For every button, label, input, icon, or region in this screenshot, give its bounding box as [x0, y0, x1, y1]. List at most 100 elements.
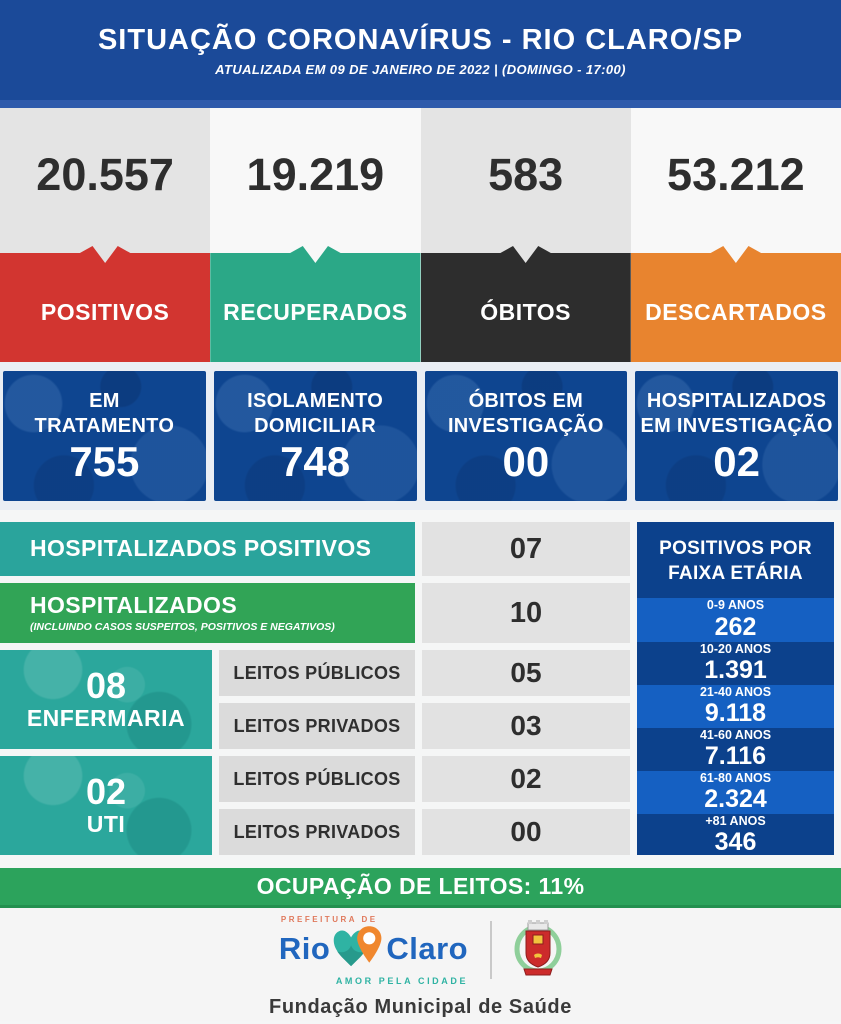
hospitalizados-positivos-row: HOSPITALIZADOS POSITIVOS 07 — [0, 522, 630, 576]
box-label-line: ISOLAMENTO — [247, 390, 384, 412]
age-value: 1.391 — [704, 655, 767, 684]
uti-privados-label: LEITOS PRIVADOS — [219, 809, 415, 855]
tagline-text: AMOR PELA CIDADE — [335, 975, 469, 986]
row-label: HOSPITALIZADOS — [30, 592, 238, 619]
enfermaria-privados-value: 03 — [422, 703, 630, 749]
bed-occupancy-label: OCUPAÇÃO DE LEITOS: 11% — [256, 873, 585, 899]
enfermaria-privados-label: LEITOS PRIVADOS — [219, 703, 415, 749]
treatment-boxes: EM TRATAMENTO 755 ISOLAMENTO DOMICILIAR … — [0, 362, 841, 510]
obitos-band: ÓBITOS — [420, 246, 631, 362]
summary-stats: 20.557 POSITIVOS 19.219 RECUPERADOS 583 … — [0, 108, 841, 362]
rioclaro-logo: PREFEITURA DE Rio Claro AMOR PELA CIDADE — [279, 915, 562, 986]
age-row-10-20: 10-20 ANOS 1.391 — [637, 642, 834, 685]
recuperados-value: 19.219 — [246, 148, 385, 200]
box-label-line: HOSPITALIZADOS — [646, 390, 827, 412]
age-value: 262 — [714, 612, 757, 641]
header-divider — [0, 100, 841, 108]
age-label: 41-60 ANOS — [699, 727, 772, 742]
hospital-section: HOSPITALIZADOS POSITIVOS 07 HOSPITALIZAD… — [0, 510, 841, 858]
stat-value-area: 19.219 — [210, 108, 420, 241]
box-isolamento-domiciliar: ISOLAMENTO DOMICILIAR 748 — [213, 371, 417, 501]
header: SITUAÇÃO CORONAVÍRUS - RIO CLARO/SP ATUA… — [0, 0, 841, 100]
hospitalizados-total-row: HOSPITALIZADOS (INCLUINDO CASOS SUSPEITO… — [0, 583, 630, 643]
prefeitura-de-text: PREFEITURA DE — [280, 914, 378, 924]
hospital-details: HOSPITALIZADOS POSITIVOS 07 HOSPITALIZAD… — [0, 522, 630, 858]
enfermaria-block: 08 ENFERMARIA — [0, 650, 212, 749]
stat-value-area: 20.557 — [0, 108, 210, 241]
positivos-band: POSITIVOS — [0, 246, 211, 362]
box-obitos-investigacao: ÓBITOS EM INVESTIGAÇÃO 00 — [424, 371, 628, 501]
rio-text: Rio — [278, 931, 331, 966]
age-panel-title-line1: POSITIVOS POR — [659, 538, 812, 559]
hospitalizados-positivos-value: 07 — [422, 522, 630, 576]
uti-count: 02 — [85, 771, 127, 813]
hospitalizados-positivos-bar: HOSPITALIZADOS POSITIVOS — [0, 522, 415, 576]
age-value: 9.118 — [704, 699, 767, 727]
descartados-band: DESCARTADOS — [630, 246, 841, 362]
age-label: 10-20 ANOS — [699, 641, 772, 656]
positivos-value: 20.557 — [36, 148, 174, 200]
logo-divider — [490, 921, 493, 979]
age-row-61-80: 61-80 ANOS 2.324 — [637, 770, 834, 814]
age-panel-title-line2: FAIXA ETÁRIA — [668, 562, 803, 584]
age-distribution-panel: POSITIVOS POR FAIXA ETÁRIA 0-9 ANOS 262 … — [637, 522, 834, 857]
update-timestamp: ATUALIZADA EM 09 DE JANEIRO DE 2022 | (D… — [215, 61, 626, 77]
age-panel-title: POSITIVOS POR FAIXA ETÁRIA — [637, 522, 834, 598]
age-value: 7.116 — [704, 742, 767, 771]
heart-pin-icon — [332, 924, 384, 975]
uti-publicos-value: 02 — [422, 756, 630, 802]
hospitalizados-total-value: 10 — [422, 583, 630, 643]
box-label-line: EM — [89, 390, 120, 412]
descartados-value: 53.212 — [667, 148, 805, 200]
recuperados-label: RECUPERADOS — [223, 299, 408, 325]
stat-card-positivos: 20.557 POSITIVOS — [0, 108, 211, 362]
rioclaro-wordmark: PREFEITURA DE Rio Claro AMOR PELA CIDADE — [279, 915, 468, 986]
age-row-21-40: 21-40 ANOS 9.118 — [637, 684, 834, 728]
box-value: 02 — [713, 438, 760, 485]
beds-table: 08 ENFERMARIA LEITOS PÚBLICOS 05 LEITOS … — [0, 650, 630, 855]
organization-name: Fundação Municipal de Saúde — [269, 995, 572, 1018]
claro-text: Claro — [386, 931, 469, 966]
hospitalizados-total-bar: HOSPITALIZADOS (INCLUINDO CASOS SUSPEITO… — [0, 583, 415, 643]
page-title: SITUAÇÃO CORONAVÍRUS - RIO CLARO/SP — [97, 23, 744, 56]
stat-value-area: 53.212 — [631, 108, 841, 241]
box-value: 748 — [280, 438, 351, 485]
age-label: 0-9 ANOS — [706, 598, 765, 613]
enfermaria-label: ENFERMARIA — [26, 704, 186, 731]
box-label-line: EM INVESTIGAÇÃO — [640, 415, 833, 437]
box-hospitalizados-investigacao: HOSPITALIZADOS EM INVESTIGAÇÃO 02 — [635, 371, 838, 501]
box-value: 755 — [69, 438, 140, 485]
bed-occupancy-banner: OCUPAÇÃO DE LEITOS: 11% — [0, 868, 841, 908]
age-label: +81 ANOS — [705, 814, 766, 828]
enfermaria-publicos-value: 05 — [422, 650, 630, 696]
obitos-label: ÓBITOS — [480, 299, 571, 325]
footer: PREFEITURA DE Rio Claro AMOR PELA CIDADE — [0, 908, 841, 1021]
uti-block: 02 UTI — [0, 756, 212, 855]
age-row-0-9: 0-9 ANOS 262 — [637, 598, 834, 642]
box-label-line: ÓBITOS EM — [468, 390, 584, 412]
age-label: 61-80 ANOS — [699, 770, 772, 785]
positivos-label: POSITIVOS — [40, 299, 170, 325]
age-label: 21-40 ANOS — [699, 684, 772, 699]
stat-card-recuperados: 19.219 RECUPERADOS — [210, 108, 421, 362]
stat-card-descartados: 53.212 DESCARTADOS — [630, 108, 841, 362]
box-em-tratamento: EM TRATAMENTO 755 — [3, 371, 206, 501]
age-row-41-60: 41-60 ANOS 7.116 — [637, 728, 834, 771]
box-label-line: INVESTIGAÇÃO — [447, 415, 604, 437]
uti-publicos-label: LEITOS PÚBLICOS — [219, 756, 415, 802]
box-value: 00 — [502, 438, 550, 485]
descartados-label: DESCARTADOS — [645, 299, 827, 325]
row-sublabel: (INCLUINDO CASOS SUSPEITOS, POSITIVOS E … — [30, 620, 335, 633]
age-value: 2.324 — [704, 785, 767, 814]
enfermaria-count: 08 — [85, 665, 127, 707]
age-value: 346 — [714, 828, 757, 857]
uti-label: UTI — [86, 810, 126, 837]
coat-of-arms-icon — [514, 917, 562, 984]
stat-card-obitos: 583 ÓBITOS — [420, 108, 631, 362]
enfermaria-publicos-label: LEITOS PÚBLICOS — [219, 650, 415, 696]
city-name-row: Rio Claro — [279, 924, 468, 975]
box-label-line: TRATAMENTO — [34, 415, 175, 437]
uti-privados-value: 00 — [422, 809, 630, 855]
stat-value-area: 583 — [421, 108, 631, 241]
